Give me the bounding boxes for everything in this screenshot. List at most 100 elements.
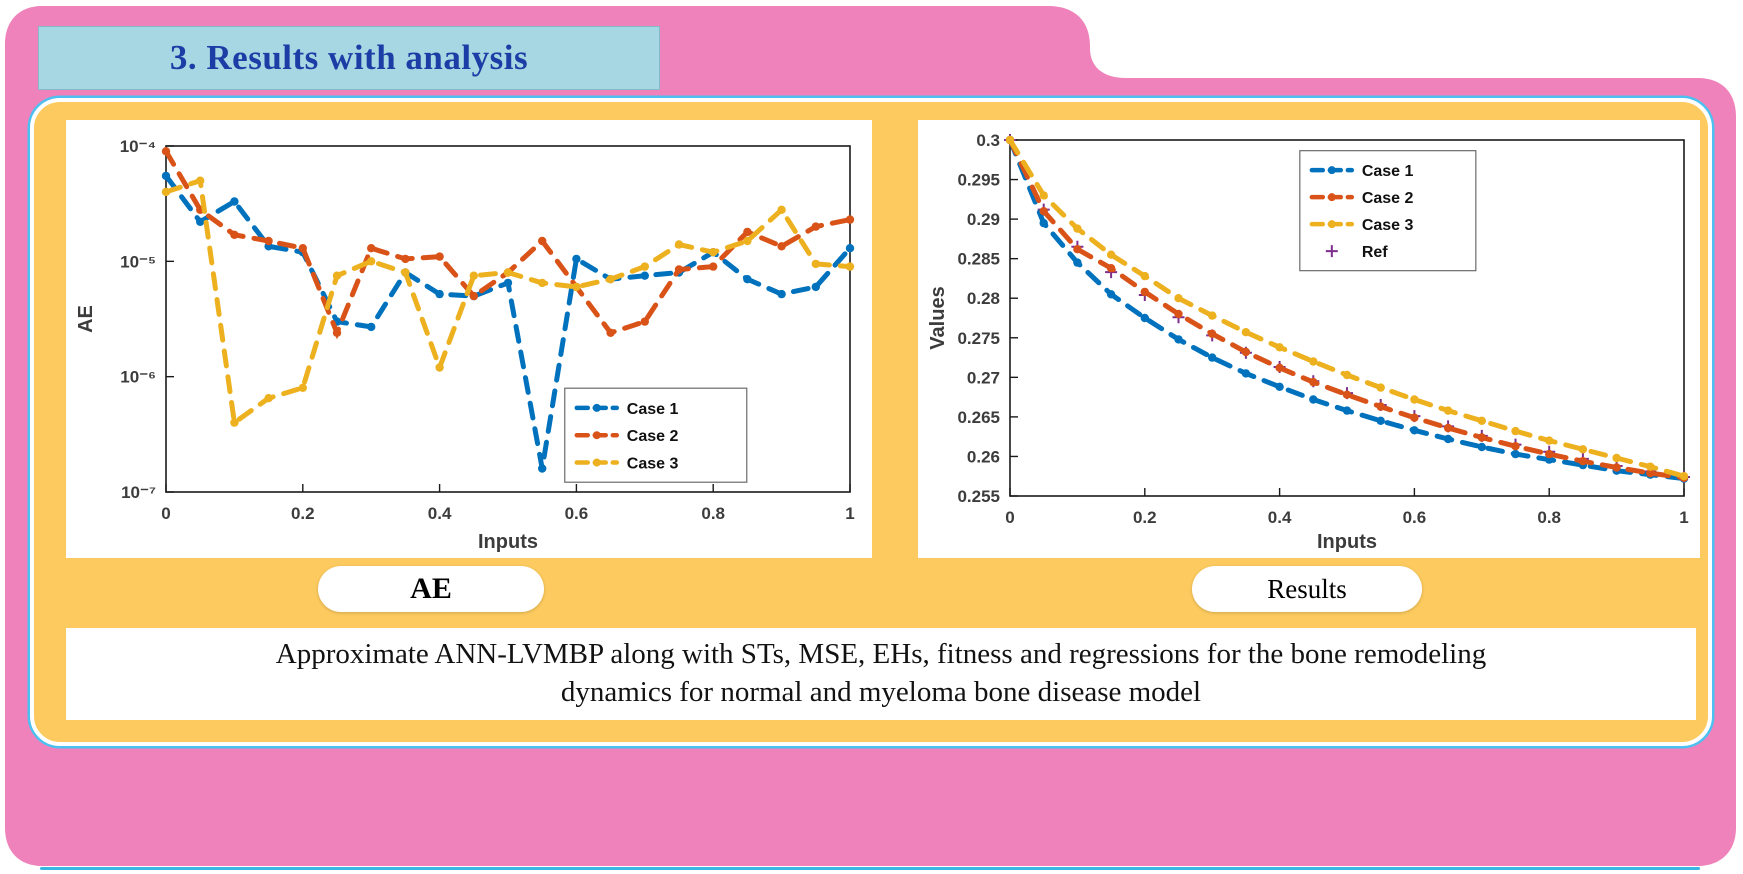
- series-marker: [1410, 426, 1419, 435]
- series-marker: [811, 259, 820, 269]
- y-axis-label: AE: [75, 305, 97, 333]
- series-marker: [640, 317, 649, 326]
- series-marker: [743, 236, 752, 246]
- series-marker: [435, 252, 444, 261]
- series-marker: [1241, 369, 1251, 378]
- series-marker: [572, 254, 581, 264]
- results-chart-panel: 0 0.2 0.4 0.6 0.8 1 0.255 0.26 0.265 0.27 0.275 0.2…: [918, 120, 1700, 558]
- series-marker: [1376, 402, 1385, 411]
- series-marker: [1241, 328, 1251, 337]
- x-tick-label: 0.4: [1268, 508, 1292, 527]
- series-marker: [811, 282, 820, 292]
- series-marker: [1443, 406, 1453, 415]
- legend-label: Case 3: [627, 456, 679, 473]
- y-tick-label: 10⁻⁶: [120, 368, 156, 387]
- x-tick-label: 0.6: [1403, 508, 1427, 527]
- series-marker: [845, 262, 855, 271]
- series-marker: [332, 328, 342, 337]
- series-marker: [1208, 353, 1217, 362]
- series-marker: [538, 236, 547, 246]
- series-marker: [298, 244, 307, 253]
- series-marker: [230, 230, 239, 239]
- series-marker: [161, 147, 171, 156]
- series-marker: [538, 278, 547, 288]
- figure-caption: Approximate ANN-LVMBP along with STs, MS…: [66, 628, 1696, 720]
- series-marker: [743, 227, 752, 237]
- legend-label: Case 1: [1362, 163, 1414, 180]
- y-tick-label: 10⁻⁷: [121, 483, 156, 502]
- y-tick-label: 0.26: [967, 447, 1000, 466]
- series-marker: [230, 197, 239, 206]
- series-marker: [1612, 463, 1621, 472]
- series-marker: [1612, 453, 1621, 463]
- x-axis-label: Inputs: [478, 531, 538, 553]
- legend-label: Ref: [1362, 244, 1388, 261]
- series-marker: [1275, 382, 1284, 391]
- y-tick-label: 0.3: [976, 131, 1000, 150]
- y-tick-label: 10⁻⁴: [120, 137, 156, 156]
- series-marker: [640, 262, 649, 271]
- series-marker: [845, 215, 855, 224]
- x-tick-label: 0: [1005, 508, 1014, 527]
- series-marker: [1174, 309, 1183, 319]
- series-marker: [1646, 462, 1655, 471]
- series-marker: [1005, 135, 1015, 145]
- series-marker: [1578, 457, 1588, 466]
- legend-marker-sample: [1327, 220, 1336, 229]
- series-marker: [572, 282, 581, 292]
- legend-marker-sample: [1327, 193, 1336, 202]
- x-tick-label: 0.2: [291, 504, 315, 523]
- series-marker: [401, 254, 410, 264]
- legend-marker-sample: [592, 403, 601, 412]
- y-tick-label: 0.255: [957, 487, 1000, 506]
- results-label-text: Results: [1267, 573, 1347, 604]
- series-marker: [1511, 442, 1520, 451]
- series-marker: [1073, 245, 1082, 254]
- series-marker: [1342, 390, 1352, 399]
- series-marker: [1545, 449, 1554, 459]
- series-marker: [367, 257, 376, 266]
- x-tick-label: 0: [161, 504, 170, 523]
- content-panel: 0 0.2 0.4 0.6 0.8 1 10⁻⁷ 10⁻⁶ 10⁻⁵ 10⁻⁴ Inputs AE Ca…: [30, 98, 1712, 746]
- series-marker: [1039, 218, 1048, 228]
- series-marker: [777, 205, 786, 214]
- legend-marker-sample: [1327, 166, 1336, 175]
- series-marker: [777, 242, 786, 251]
- x-tick-label: 0.8: [701, 504, 725, 523]
- x-axis-label: Inputs: [1317, 531, 1377, 553]
- series-marker: [161, 187, 171, 197]
- series-marker: [1511, 449, 1520, 459]
- caption-line-1: Approximate ANN-LVMBP along with STs, MS…: [275, 638, 1487, 671]
- series-marker: [1039, 207, 1048, 216]
- series-marker: [298, 383, 307, 392]
- series-marker: [1106, 290, 1116, 299]
- series-marker: [264, 394, 273, 403]
- x-tick-label: 1: [1679, 508, 1688, 527]
- series-marker: [1410, 395, 1419, 404]
- series-marker: [1443, 423, 1453, 433]
- series-marker: [367, 322, 376, 332]
- series-marker: [435, 363, 444, 372]
- caption-line-2: dynamics for normal and myeloma bone dis…: [560, 676, 1202, 708]
- series-marker: [1309, 395, 1318, 404]
- x-tick-label: 1: [845, 504, 854, 523]
- series-marker: [640, 271, 649, 280]
- series-marker: [469, 291, 478, 301]
- series-marker: [1073, 258, 1082, 267]
- y-tick-label: 0.285: [957, 250, 1000, 269]
- series-marker: [845, 244, 855, 253]
- y-tick-label: 0.27: [967, 368, 1000, 387]
- series-marker: [1140, 313, 1149, 323]
- legend-label: Case 1: [627, 401, 679, 418]
- series-marker: [1174, 335, 1183, 344]
- series-marker: [538, 464, 547, 473]
- series-marker: [1309, 357, 1318, 366]
- series-marker: [1275, 363, 1284, 372]
- series-marker: [777, 289, 786, 299]
- legend-marker-sample: [592, 431, 601, 440]
- y-tick-label: 10⁻⁵: [120, 252, 156, 271]
- bottom-accent-line: [40, 867, 1700, 870]
- series-marker: [469, 271, 478, 280]
- series-marker: [1443, 434, 1453, 444]
